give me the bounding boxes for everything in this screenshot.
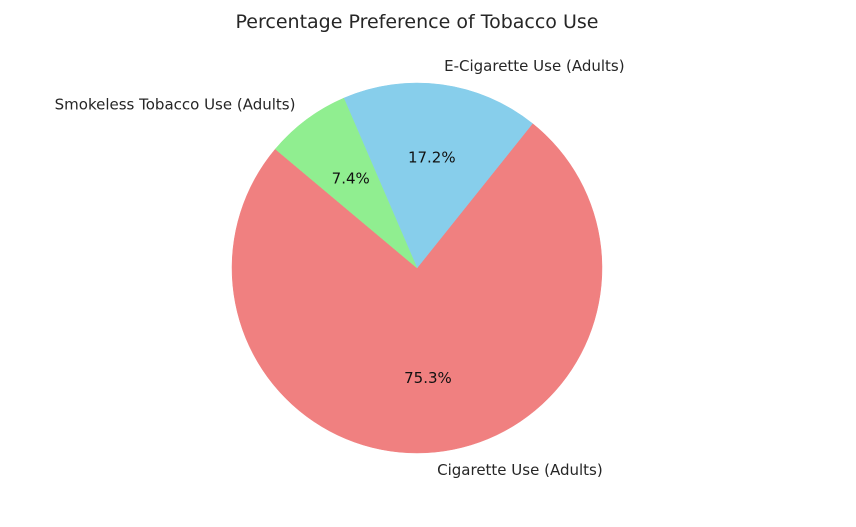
slice-percent-e-cigarette-use-adults: 17.2% bbox=[408, 148, 456, 166]
slice-label-smokeless-tobacco-use-adults: Smokeless Tobacco Use (Adults) bbox=[55, 95, 296, 113]
slice-percent-smokeless-tobacco-use-adults: 7.4% bbox=[332, 169, 370, 187]
slice-percent-cigarette-use-adults: 75.3% bbox=[404, 369, 452, 387]
pie-slice-smokeless-tobacco-use-adults bbox=[274, 97, 418, 269]
chart-title: Percentage Preference of Tobacco Use bbox=[236, 11, 599, 33]
pie-slices bbox=[231, 82, 603, 454]
pie-slice-e-cigarette-use-adults bbox=[343, 82, 533, 269]
slice-label-cigarette-use-adults: Cigarette Use (Adults) bbox=[437, 461, 603, 479]
pie-slice-cigarette-use-adults bbox=[231, 123, 603, 454]
pie-labels: Cigarette Use (Adults) 75.3% E-Cigarette U… bbox=[55, 57, 625, 479]
slice-label-e-cigarette-use-adults: E-Cigarette Use (Adults) bbox=[444, 57, 624, 75]
